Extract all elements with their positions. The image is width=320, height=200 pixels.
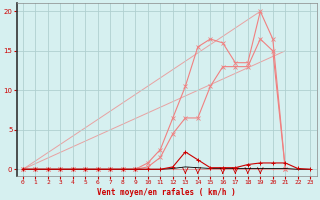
- X-axis label: Vent moyen/en rafales ( km/h ): Vent moyen/en rafales ( km/h ): [97, 188, 236, 197]
